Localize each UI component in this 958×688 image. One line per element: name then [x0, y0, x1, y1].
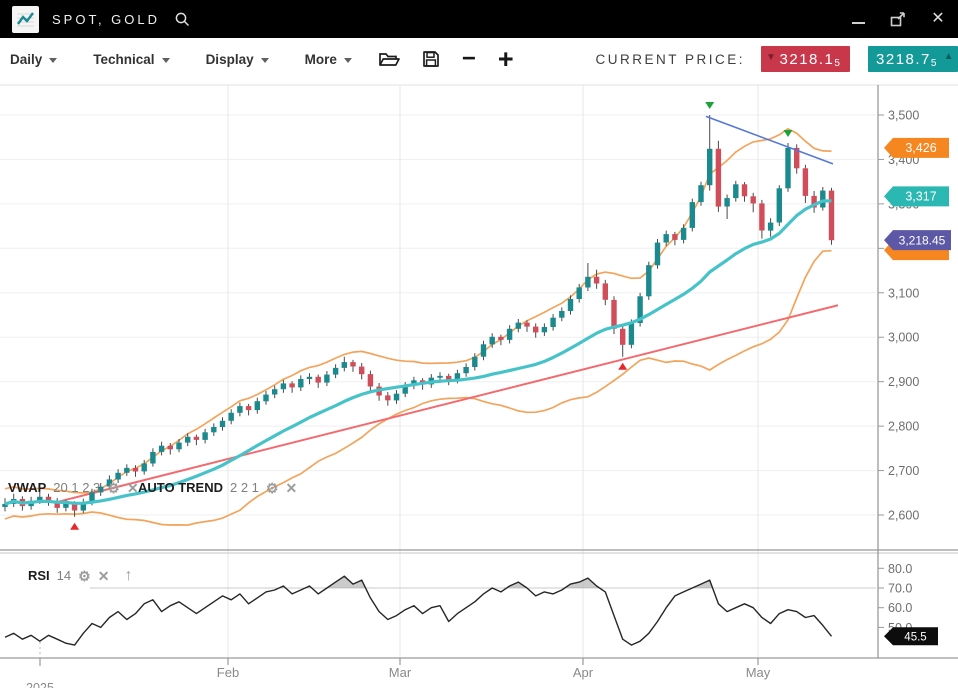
vwap-indicator-label: VWAP 20 1 2.3 ⚙ ✕ [8, 480, 139, 495]
svg-text:2,800: 2,800 [888, 420, 919, 434]
svg-text:2025: 2025 [26, 681, 54, 688]
zoom-out-button[interactable]: − [461, 45, 476, 72]
svg-text:Mar: Mar [389, 665, 412, 680]
more-menu-label: More [304, 51, 337, 67]
display-menu-label: Display [205, 51, 254, 67]
svg-text:3,317: 3,317 [905, 190, 936, 204]
search-icon[interactable] [174, 11, 191, 28]
svg-text:2,700: 2,700 [888, 464, 919, 478]
technical-menu-label: Technical [93, 51, 155, 67]
rsi-remove-icon[interactable]: ✕ [97, 567, 110, 584]
bid-price-box: ▼ 3218.1 5 [761, 46, 850, 72]
plus-icon: + [497, 44, 514, 74]
svg-text:3,000: 3,000 [888, 331, 919, 345]
caret-down-icon [49, 57, 58, 63]
rsi-indicator-label: RSI 14 ⚙ ✕ ↑ [28, 566, 133, 584]
current-price-label: CURRENT PRICE: [595, 51, 745, 67]
current-price-group: CURRENT PRICE: ▼ 3218.1 5 3218.7 5 ▲ [595, 46, 958, 72]
symbol-title: SPOT, GOLD [52, 11, 161, 27]
caret-down-icon [161, 57, 170, 63]
chart-area: 3,5003,4003,3003,2003,1003,0002,9002,800… [0, 80, 958, 688]
caret-down-icon [343, 57, 352, 63]
open-chart-button[interactable] [378, 51, 400, 68]
auto-trend-remove-icon[interactable]: ✕ [285, 479, 298, 496]
svg-text:Apr: Apr [573, 665, 594, 680]
close-icon: ✕ [931, 10, 945, 27]
bid-price-fraction: 5 [834, 58, 842, 69]
caret-down-icon [260, 57, 269, 63]
vwap-settings-gear-icon[interactable]: ⚙ [107, 479, 120, 496]
vwap-remove-icon[interactable]: ✕ [126, 479, 139, 496]
save-chart-button[interactable] [422, 50, 440, 68]
close-button[interactable]: ✕ [930, 11, 946, 27]
svg-text:Feb: Feb [217, 665, 239, 680]
more-menu[interactable]: More [305, 52, 352, 67]
vwap-name: VWAP [8, 480, 47, 495]
title-bar: SPOT, GOLD ✕ [0, 0, 958, 38]
zoom-in-button[interactable]: + [497, 44, 514, 74]
svg-text:2,900: 2,900 [888, 375, 919, 389]
window-controls: ✕ [850, 11, 946, 27]
popout-icon [890, 11, 905, 26]
ask-price-box: 3218.7 5 ▲ [868, 46, 958, 72]
price-chart-canvas[interactable]: 3,5003,4003,3003,2003,1003,0002,9002,800… [0, 80, 958, 688]
ask-price-value: 3218.7 [876, 50, 931, 68]
svg-text:3,218.45: 3,218.45 [899, 233, 946, 247]
svg-text:60.0: 60.0 [888, 601, 912, 615]
technical-menu[interactable]: Technical [93, 51, 170, 67]
svg-text:May: May [746, 665, 771, 680]
rsi-params: 14 [56, 568, 72, 583]
move-panel-up-icon[interactable]: ↑ [124, 566, 133, 584]
popout-button[interactable] [890, 11, 906, 27]
svg-text:3,100: 3,100 [888, 286, 919, 300]
rsi-settings-gear-icon[interactable]: ⚙ [78, 567, 91, 584]
toolbar: Daily Technical Display More [0, 38, 958, 80]
ask-price-fraction: 5 [930, 58, 938, 69]
price-up-arrow-icon: ▲ [943, 51, 955, 62]
svg-text:80.0: 80.0 [888, 562, 912, 576]
vwap-params: 20 1 2.3 [53, 480, 101, 495]
minimize-button[interactable] [850, 11, 866, 27]
rsi-name: RSI [28, 568, 50, 583]
folder-open-icon [379, 52, 400, 66]
auto-trend-settings-gear-icon[interactable]: ⚙ [265, 479, 279, 496]
svg-text:45.5: 45.5 [904, 632, 926, 644]
minus-icon: − [461, 45, 476, 72]
timeframe-menu-label: Daily [10, 51, 43, 67]
auto-trend-params: 2 2 1 [229, 480, 259, 495]
svg-text:3,426: 3,426 [905, 141, 936, 155]
save-icon [423, 51, 439, 67]
price-down-arrow-icon: ▼ [766, 52, 778, 63]
auto-trend-name: AUTO TREND [138, 480, 223, 495]
auto-trend-indicator-label: AUTO TREND 2 2 1 ⚙ ✕ [138, 480, 297, 495]
timeframe-menu[interactable]: Daily [10, 51, 58, 67]
app-logo-icon [12, 5, 39, 33]
svg-text:2,600: 2,600 [888, 509, 919, 523]
bid-price-value: 3218.1 [779, 50, 835, 68]
svg-text:3,500: 3,500 [888, 109, 919, 123]
display-menu[interactable]: Display [206, 52, 269, 67]
svg-text:70.0: 70.0 [888, 582, 912, 596]
